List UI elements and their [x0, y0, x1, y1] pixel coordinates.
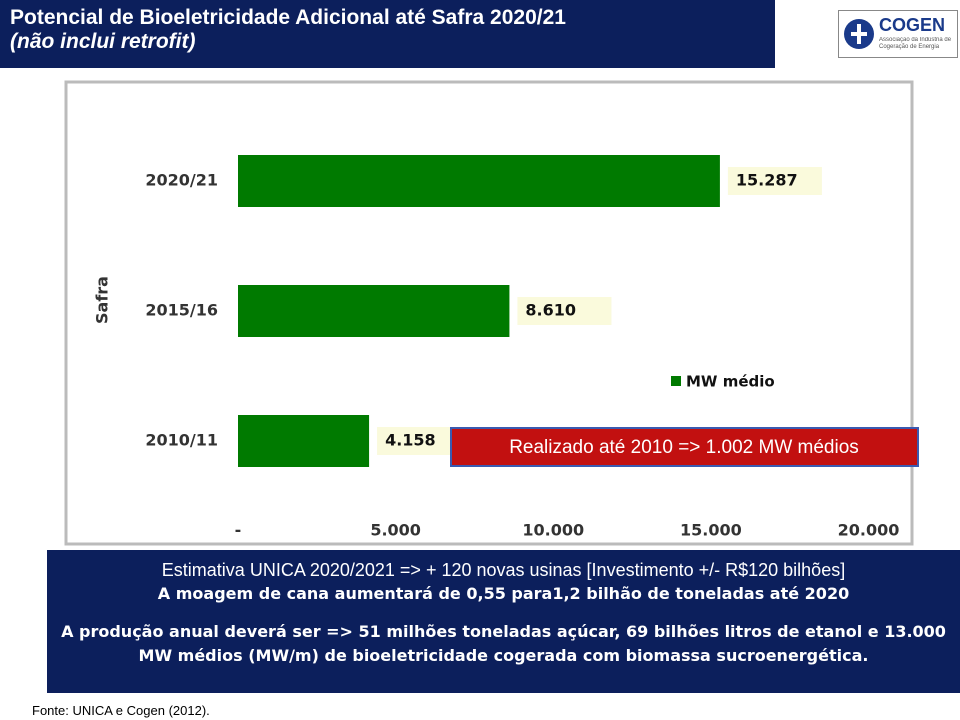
source: Fonte: UNICA e Cogen (2012). [32, 703, 210, 718]
y-tick-label: 2010/11 [145, 431, 218, 450]
x-tick-label: 20.000 [838, 521, 900, 540]
logo-icon-mark [851, 24, 867, 44]
annotation: Realizado até 2010 => 1.002 MW médios [509, 437, 859, 458]
bar [238, 155, 720, 207]
logo-tagline: Associação da Indústria de Cogeração de … [879, 37, 952, 50]
title: Potencial de Bioeletricidade Adicional a… [10, 6, 566, 29]
legend-swatch [671, 376, 681, 386]
chart: - 5.000 10.000 15.000 20.000 Safra 2010/11 4.15… [64, 80, 919, 546]
value-label: 15.287 [736, 171, 798, 190]
note: A produção anual deverá ser => 51 milhõe… [61, 622, 946, 665]
value-label: 8.610 [525, 301, 576, 320]
header: Potencial de Bioeletricidade Adicional a… [0, 0, 775, 68]
legend-label: MW médio [686, 373, 775, 391]
x-tick-label: 10.000 [522, 521, 584, 540]
value-label-box [727, 167, 822, 195]
y-axis-label: Safra [93, 276, 112, 324]
y-tick-label: 2015/16 [145, 301, 218, 320]
x-tick-label: 5.000 [370, 521, 421, 540]
x-tick-label: - [235, 521, 242, 540]
value-label-box [517, 297, 612, 325]
subtitle: (não inclui retrofit) [10, 30, 196, 53]
note: Estimativa UNICA 2020/2021 => + 120 nova… [161, 560, 846, 580]
y-tick-label: 2020/21 [145, 171, 218, 190]
logo: COGEN Associação da Indústria de Cogeraç… [838, 10, 958, 58]
x-tick-label: 15.000 [680, 521, 742, 540]
notes-box: Estimativa UNICA 2020/2021 => + 120 nova… [47, 550, 960, 693]
logo-name: COGEN [879, 15, 945, 35]
annotation-box [450, 427, 919, 467]
bar [238, 285, 510, 337]
note: A moagem de cana aumentará de 0,55 para1… [157, 584, 850, 603]
value-label: 4.158 [385, 431, 436, 450]
bar [238, 415, 370, 467]
